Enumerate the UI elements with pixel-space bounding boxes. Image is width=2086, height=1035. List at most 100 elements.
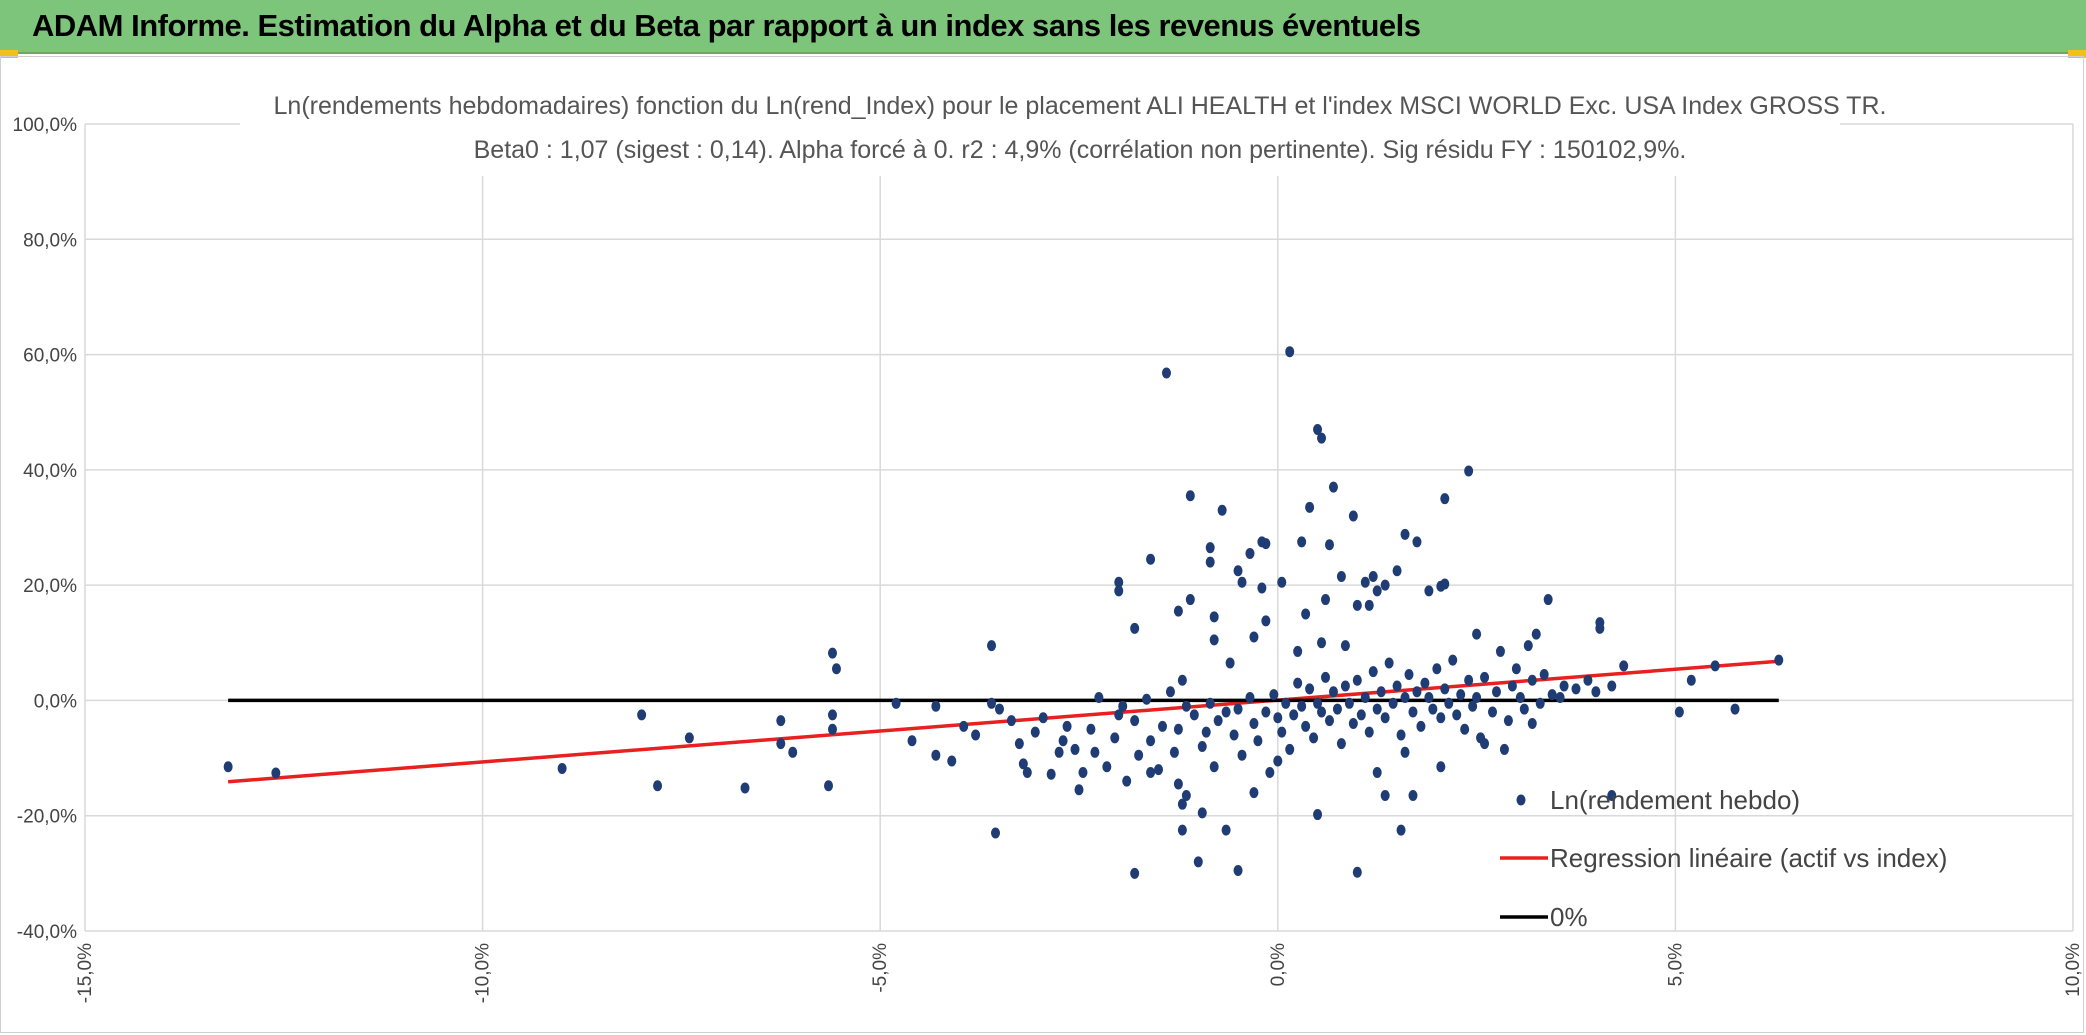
legend: Ln(rendement hebdo) Regression linéaire (… [1500,785,1947,932]
data-point [1293,677,1303,689]
data-point [827,647,837,659]
y-tick-label: 100,0% [13,115,78,136]
data-point [1607,680,1617,692]
chart-title: Ln(rendements hebdomadaires) fonction du… [274,92,1887,120]
data-point [1348,717,1358,729]
data-point [1293,645,1303,657]
data-point [1014,738,1024,750]
data-point [1173,778,1183,790]
data-point [1547,689,1557,701]
data-point [1273,755,1283,767]
data-point [1368,570,1378,582]
data-point [1364,599,1374,611]
data-point [1448,654,1458,666]
data-point [1440,683,1450,695]
data-point [1209,634,1219,646]
data-point [1519,703,1529,715]
report-title: ADAM Informe. Estimation du Alpha et du … [32,8,1421,43]
data-point [1674,706,1684,718]
data-point [1388,697,1398,709]
y-tick-label: -20,0% [17,807,77,828]
data-point [1249,717,1259,729]
data-point [1301,720,1311,732]
data-point [1313,424,1323,436]
data-point [1440,578,1450,590]
data-point [1507,680,1517,692]
data-point [1412,686,1422,698]
x-tick-label: 10,0% [2063,943,2084,997]
data-point [1181,790,1191,802]
data-point [1257,582,1267,594]
data-point [1340,680,1350,692]
data-point [1237,576,1247,588]
data-point [1118,700,1128,712]
data-point [1352,866,1362,878]
data-point [1531,628,1541,640]
data-point [971,729,981,741]
data-point [1110,732,1120,744]
data-point [1285,346,1295,358]
data-point [987,640,997,652]
data-point [1380,579,1390,591]
data-point [1185,490,1195,502]
data-point [740,782,750,794]
data-point [1289,709,1299,721]
data-point [1209,611,1219,623]
data-point [1396,729,1406,741]
y-tick-label: -40,0% [17,922,77,943]
y-tick-label: 60,0% [23,346,77,367]
data-point [1038,712,1048,724]
data-point [1313,697,1323,709]
data-point [1321,671,1331,683]
data-point [1313,809,1323,821]
x-tick-label: -5,0% [870,943,891,993]
data-point [1472,692,1482,704]
data-point [1356,709,1366,721]
y-tick-label: 20,0% [23,576,77,597]
data-point [1249,631,1259,643]
data-point [1249,787,1259,799]
data-point [1102,761,1112,773]
data-point [1006,715,1016,727]
data-point [1233,864,1243,876]
x-tick-labels: -15,0% -10,0% -5,0% 0,0% 5,0% 10,0% [75,943,2084,1003]
data-point [1217,504,1227,516]
data-point [1261,538,1271,550]
data-point [1324,715,1334,727]
series-line [228,659,1779,784]
data-point [1193,856,1203,868]
data-point [1317,706,1327,718]
chart-frame [0,56,2084,1033]
data-point [1480,671,1490,683]
data-point [1380,790,1390,802]
data-point [1130,622,1140,634]
data-point [1237,749,1247,761]
legend-label: 0% [1550,902,1588,932]
data-point [1328,481,1338,493]
data-point [1130,867,1140,879]
data-point [907,735,917,747]
data-point [1221,824,1231,836]
data-point [1154,764,1164,776]
data-point [831,663,841,675]
data-point [1297,536,1307,548]
data-point [1277,726,1287,738]
data-point [1297,700,1307,712]
data-point [1774,654,1784,666]
data-point [1503,715,1513,727]
data-point [1416,720,1426,732]
data-point [1412,536,1422,548]
corner-marker-top-right [2068,50,2086,58]
data-point [1480,738,1490,750]
data-point [1309,732,1319,744]
data-point [1173,605,1183,617]
data-point [1559,680,1569,692]
data-point [1460,723,1470,735]
data-point [776,738,786,750]
data-point [1301,608,1311,620]
data-point [1177,824,1187,836]
data-point [827,709,837,721]
data-point [1408,706,1418,718]
data-point [1499,743,1509,755]
data-point [1062,720,1072,732]
